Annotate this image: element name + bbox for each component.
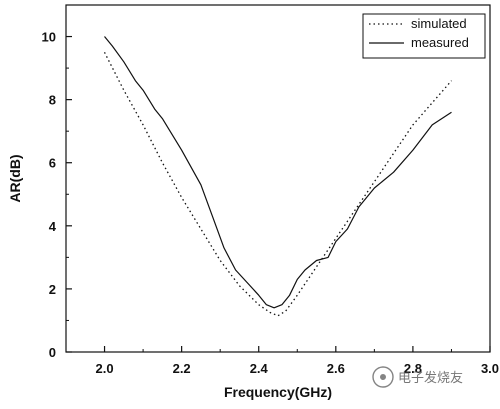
legend: simulated measured xyxy=(362,13,486,59)
series-line-measured xyxy=(104,36,452,309)
x-tick-label: 2.8 xyxy=(404,361,422,376)
x-tick-label: 2.0 xyxy=(96,361,114,376)
legend-label-measured: measured xyxy=(411,35,469,50)
x-tick-label: 2.2 xyxy=(173,361,191,376)
plot-frame xyxy=(65,4,491,353)
plot-area xyxy=(65,4,491,353)
x-tick-label: 2.4 xyxy=(250,361,269,376)
series-lines xyxy=(103,36,452,317)
y-axis-title: AR(dB) xyxy=(7,154,23,202)
watermark-logo: 电子发烧友 xyxy=(372,366,463,388)
series-line-simulated xyxy=(103,52,452,317)
y-tick-label: 2 xyxy=(49,282,56,297)
y-tick-label: 4 xyxy=(49,219,57,234)
y-tick-label: 6 xyxy=(49,156,56,171)
legend-label-simulated: simulated xyxy=(411,16,467,31)
x-axis-title: Frequency(GHz) xyxy=(224,384,332,400)
y-tick-label: 10 xyxy=(42,30,56,45)
y-tick-label: 8 xyxy=(49,93,56,108)
x-tick-label: 2.6 xyxy=(327,361,345,376)
x-tick-label: 3.0 xyxy=(481,361,499,376)
y-tick-label: 0 xyxy=(49,345,56,360)
svg-text:电子发烧友: 电子发烧友 xyxy=(398,370,463,386)
axes: 2.0 2.2 2.4 2.6 2.8 3.0 0 2 4 6 8 10 xyxy=(42,4,499,376)
legend-box xyxy=(362,13,486,59)
